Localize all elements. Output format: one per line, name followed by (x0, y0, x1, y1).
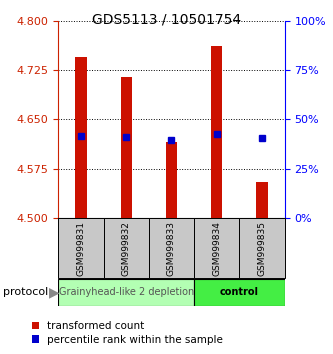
Bar (75, 57, 87, 218)
Text: protocol: protocol (3, 287, 49, 297)
Bar (58, 279, 194, 306)
Bar (104, 218, 149, 278)
Bar (149, 218, 194, 278)
Text: GSM999833: GSM999833 (167, 221, 176, 276)
Bar (211, 46, 222, 218)
Text: control: control (220, 287, 259, 297)
Bar (194, 218, 239, 278)
Text: GSM999832: GSM999832 (122, 221, 131, 276)
Text: GSM999835: GSM999835 (257, 221, 267, 276)
Text: ▶: ▶ (49, 285, 60, 299)
Bar (166, 142, 177, 218)
Text: GDS5113 / 10501754: GDS5113 / 10501754 (92, 12, 241, 27)
Text: Grainyhead-like 2 depletion: Grainyhead-like 2 depletion (59, 287, 194, 297)
Text: GSM999834: GSM999834 (212, 221, 221, 276)
Bar (194, 279, 285, 306)
Bar (239, 218, 285, 278)
Text: GSM999831: GSM999831 (76, 221, 86, 276)
Bar (256, 182, 268, 218)
Bar (58, 218, 104, 278)
Legend: transformed count, percentile rank within the sample: transformed count, percentile rank withi… (32, 321, 223, 344)
Bar (121, 77, 132, 218)
